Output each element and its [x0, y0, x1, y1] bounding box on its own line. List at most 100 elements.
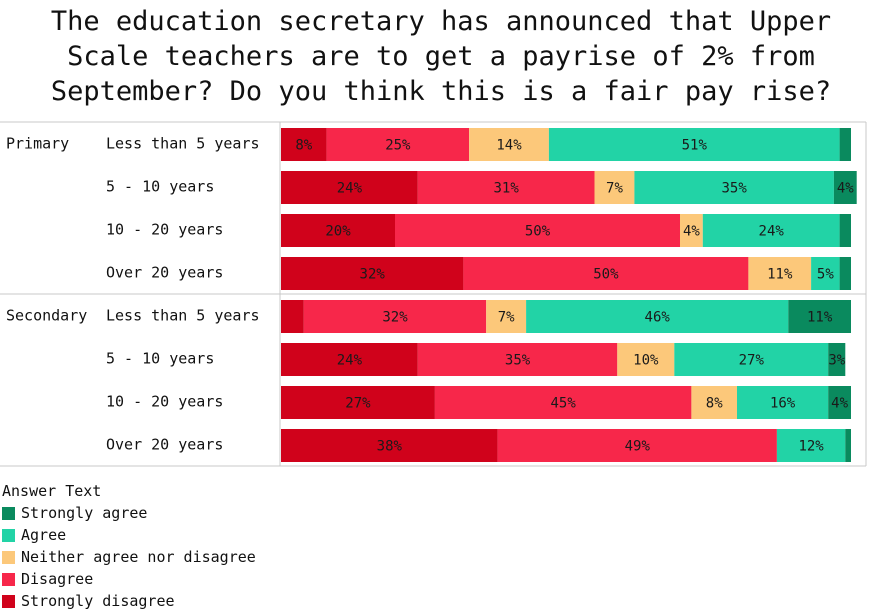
bar-segment [469, 128, 549, 161]
bar-segment [811, 257, 840, 290]
bar-segment [281, 214, 395, 247]
data-label: 49% [625, 439, 651, 455]
data-label: 20% [325, 224, 351, 240]
legend-items: Strongly agree Agree Neither agree nor dis… [2, 502, 256, 612]
bar-segment [634, 171, 834, 204]
bar-segment [434, 386, 692, 419]
bar-segment [776, 429, 846, 462]
legend-item: Strongly agree [2, 502, 256, 524]
bar-segment [674, 343, 829, 376]
bar-segment [737, 386, 829, 419]
legend-swatch [2, 528, 15, 542]
legend-label: Strongly agree [21, 504, 148, 522]
bar-segment [839, 214, 851, 247]
row-label: 10 - 20 years [106, 221, 223, 239]
data-label: 14% [496, 138, 522, 154]
data-label: 5% [817, 267, 834, 283]
row-label: 5 - 10 years [106, 350, 214, 368]
chart-title-line: September? Do you think this is a fair p… [50, 76, 832, 107]
row-label: Less than 5 years [106, 135, 260, 153]
bar-segment [845, 429, 851, 462]
bar-segment [839, 257, 851, 290]
bar-segment [680, 214, 703, 247]
bar-segment [702, 214, 840, 247]
data-label: 3% [828, 353, 845, 369]
data-label: 50% [593, 267, 619, 283]
chart-title-line: Scale teachers are to get a payrise of 2… [67, 41, 815, 72]
data-label: 32% [360, 267, 386, 283]
data-label: 12% [798, 439, 824, 455]
chart-title-line: The education secretary has announced th… [50, 6, 832, 37]
legend: Answer Text Strongly agree Agree Neither a… [2, 480, 256, 612]
data-label: 11% [807, 310, 833, 326]
bar-segment [463, 257, 749, 290]
bar-segment [281, 171, 418, 204]
bar-segment [326, 128, 470, 161]
stacked-bar-chart: Primary Less than 5 years 8% 25% 14% 51% 5 - 1… [0, 121, 867, 467]
data-label: 7% [606, 181, 623, 197]
row-label: 5 - 10 years [106, 178, 214, 196]
legend-item: Neither agree nor disagree [2, 546, 256, 568]
bar-segment [594, 171, 635, 204]
data-label: 4% [837, 181, 854, 197]
data-label: 10% [633, 353, 659, 369]
legend-swatch [2, 550, 15, 564]
bar-segment [839, 128, 851, 161]
data-label: 24% [337, 353, 363, 369]
data-label: 4% [831, 396, 848, 412]
bar-segment [548, 128, 840, 161]
data-label: 11% [767, 267, 793, 283]
data-label: 24% [759, 224, 785, 240]
bar-segment [497, 429, 777, 462]
data-label: 25% [385, 138, 411, 154]
bar-segment [281, 257, 464, 290]
bar-segment [281, 343, 418, 376]
data-label: 32% [382, 310, 408, 326]
chart-title: The education secretary has announced th… [0, 4, 882, 109]
group-label: Primary [6, 135, 69, 153]
bar-segment [281, 128, 327, 161]
legend-swatch [2, 506, 15, 520]
data-label: 45% [551, 396, 577, 412]
bar-segment [486, 300, 527, 333]
bar-segment [526, 300, 789, 333]
bar-segment [395, 214, 680, 247]
bar-segment [281, 300, 304, 333]
bar-segment [828, 386, 851, 419]
data-label: 8% [706, 396, 723, 412]
legend-swatch [2, 594, 15, 608]
data-label: 31% [494, 181, 520, 197]
legend-label: Disagree [21, 570, 94, 588]
legend-label: Agree [21, 526, 67, 544]
bar-segment [828, 343, 846, 376]
legend-item: Disagree [2, 568, 256, 590]
data-label: 8% [295, 138, 312, 154]
data-label: 35% [722, 181, 748, 197]
bar-segment [748, 257, 812, 290]
row-label: Over 20 years [106, 264, 223, 282]
legend-label: Neither agree nor disagree [21, 548, 256, 566]
data-label: 24% [337, 181, 363, 197]
bar-segment [833, 171, 857, 204]
legend-item: Agree [2, 524, 256, 546]
data-label: 50% [525, 224, 551, 240]
bar-segment [303, 300, 487, 333]
data-label: 35% [505, 353, 531, 369]
data-label: 27% [345, 396, 371, 412]
bar-segment [417, 343, 618, 376]
row-label: 10 - 20 years [106, 393, 223, 411]
data-label: 4% [683, 224, 700, 240]
bar-segment [617, 343, 675, 376]
bar-segment [788, 300, 851, 333]
bar-segment [281, 429, 498, 462]
row-label: Over 20 years [106, 436, 223, 454]
bar-segment [691, 386, 737, 419]
bar-segment [281, 386, 435, 419]
data-label: 38% [377, 439, 403, 455]
group-label: Secondary [6, 307, 87, 325]
legend-label: Strongly disagree [21, 592, 175, 610]
legend-title: Answer Text [2, 482, 102, 500]
data-label: 51% [682, 138, 708, 154]
data-label: 46% [645, 310, 671, 326]
legend-swatch [2, 572, 15, 586]
